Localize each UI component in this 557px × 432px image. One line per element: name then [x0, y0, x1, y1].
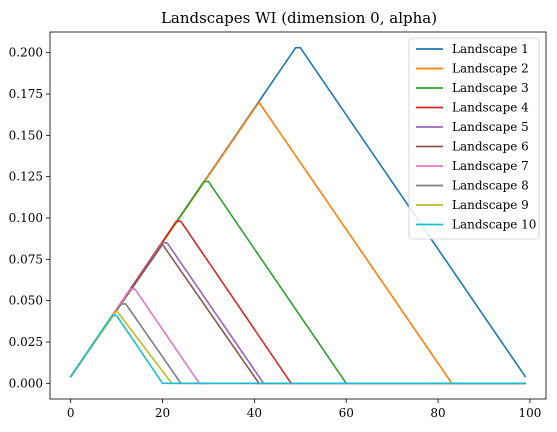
series-line-4	[69, 220, 527, 385]
y-tick-label: 0.000	[9, 376, 43, 390]
legend-label: Landscape 3	[452, 81, 529, 95]
series-line-7	[69, 288, 527, 385]
chart-title: Landscapes WI (dimension 0, alpha)	[161, 9, 437, 27]
x-tick-label: 100	[518, 406, 541, 420]
legend-label: Landscape 8	[452, 179, 529, 193]
y-tick-label: 0.175	[9, 87, 43, 101]
legend-label: Landscape 7	[452, 159, 529, 173]
series-line-10	[69, 314, 527, 385]
legend: Landscape 1 Landscape 2 Landscape 3 Landsca…	[408, 37, 540, 240]
y-tick-label: 0.150	[9, 128, 43, 142]
y-tick-label: 0.050	[9, 294, 43, 308]
legend-label: Landscape 10	[452, 218, 536, 232]
axes-frame	[49, 31, 547, 400]
legend-label: Landscape 1	[452, 42, 529, 56]
legend-label: Landscape 6	[452, 140, 529, 154]
y-tick-label: 0.025	[9, 335, 43, 349]
legend-label: Landscape 2	[452, 62, 529, 76]
legend-label: Landscape 9	[452, 198, 529, 212]
x-tick-label: 0	[67, 406, 75, 420]
y-tick-label: 0.125	[9, 170, 43, 184]
series-layer	[69, 46, 527, 385]
legend-label: Landscape 5	[452, 120, 529, 134]
series-line-8	[69, 303, 527, 385]
x-tick-label: 20	[155, 406, 170, 420]
x-tick-label: 40	[247, 406, 262, 420]
x-tick-label: 80	[430, 406, 445, 420]
x-tick-label: 60	[339, 406, 354, 420]
y-tick-label: 0.200	[9, 46, 43, 60]
legend-label: Landscape 4	[452, 101, 529, 115]
y-tick-label: 0.100	[9, 211, 43, 225]
x-axis: 0 20 40 60 80 100	[67, 399, 541, 420]
y-tick-label: 0.075	[9, 252, 43, 266]
y-axis: 0.000 0.025 0.050 0.075 0.100 0.125 0.150 0.175…	[9, 46, 50, 390]
